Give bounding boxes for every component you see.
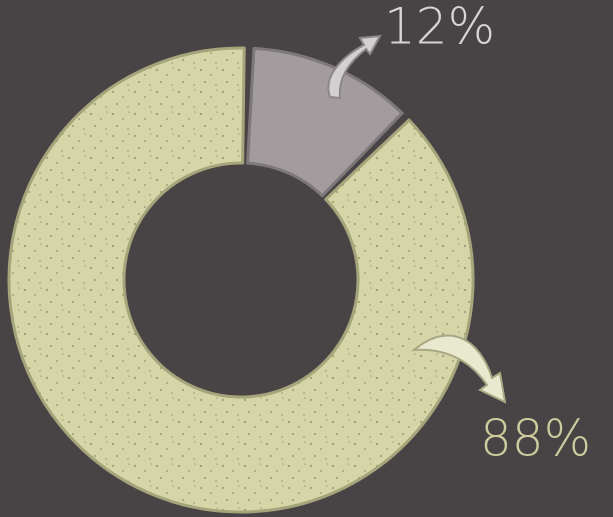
value-label: 12% [384,0,495,56]
slice-group [7,46,475,514]
slice-texture [8,47,473,513]
value-label: 88% [480,410,591,468]
slice-group [246,46,404,198]
arrow [327,34,382,100]
arrow [411,334,507,404]
slices [7,46,475,514]
slice [246,46,404,198]
